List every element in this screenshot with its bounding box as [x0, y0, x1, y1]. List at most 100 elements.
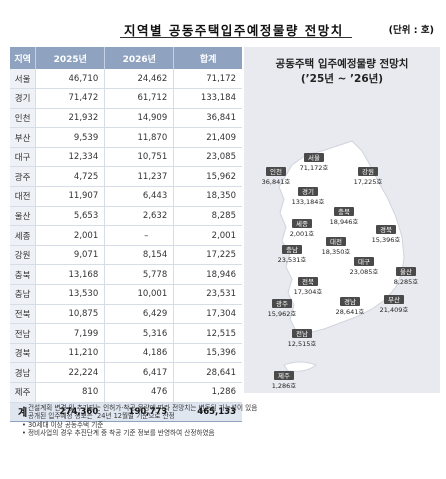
table-row: 인천 21,932 14,909 36,841 [10, 108, 242, 129]
table-row: 제주 810 476 1,286 [10, 382, 242, 403]
region-name: 강원 [362, 167, 374, 176]
table-row: 세종 2,001–2,001 [10, 225, 242, 246]
region: 경남 [10, 362, 37, 383]
region-name: 대전 [330, 237, 342, 246]
total-sum: 465,133 [173, 402, 242, 423]
region-name: 충북 [338, 207, 350, 216]
unit-label: (단위 : 호) [388, 25, 434, 36]
table-header-row: 지역 2025년 2026년 합계 [10, 47, 242, 69]
region: 경북 [10, 343, 37, 364]
region-name: 서울 [308, 153, 320, 162]
map-label-seoul: 서울 71,172호 [300, 153, 329, 172]
region-value: 15,396호 [372, 236, 401, 244]
map-label-incheon: 인천 36,841호 [262, 167, 290, 186]
map-label-gyeongbuk: 경북 15,396호 [372, 225, 401, 244]
cell-total: 21,409 [173, 127, 242, 148]
map-label-jeonnam: 전남 12,515호 [288, 329, 316, 348]
cell-2025: 10,875 [35, 304, 106, 325]
region-name: 경남 [344, 297, 356, 306]
region-name: 세종 [296, 219, 308, 228]
region-name: 인천 [270, 167, 282, 176]
map-label-gangwon: 강원 17,225호 [354, 167, 383, 186]
page-title: 지역별 공동주택입주예정물량 전망치 [124, 23, 344, 38]
cell-total: 17,225 [173, 245, 242, 266]
cell-total: 23,531 [173, 284, 242, 305]
cell-total: 133,184 [173, 88, 242, 109]
region-value: 2,001호 [290, 230, 315, 238]
region-name: 전북 [302, 277, 314, 286]
table-row: 전남 7,199 5,316 12,515 [10, 323, 242, 344]
region-name: 울산 [400, 267, 412, 276]
region-value: 17,225호 [354, 178, 383, 186]
cell-total: 1,286 [173, 382, 242, 403]
map-title-line2: (’25년 ~ ’26년) [300, 73, 384, 85]
region: 충남 [10, 284, 37, 305]
table-row: 부산 9,539 11,870 21,409 [10, 127, 242, 148]
cell-2025: 13,168 [35, 264, 106, 286]
table-row: 대구 12,334 10,751 23,085 [10, 147, 242, 168]
region-name: 충남 [286, 245, 298, 254]
region: 세종 [10, 225, 37, 246]
region-name: 경기 [302, 187, 314, 196]
data-table: 지역 2025년 2026년 합계 서울 46,710 24,462 71,172 경기… [10, 47, 242, 423]
header-2025: 2025년 [35, 47, 106, 69]
cell-2026: 8,154 [104, 245, 175, 266]
region-value: 28,641호 [336, 308, 365, 316]
header-region: 지역 [10, 47, 37, 69]
cell-2025: 46,710 [35, 69, 106, 90]
cell-2025: 71,472 [35, 88, 106, 109]
cell-2025: 11,907 [35, 186, 106, 207]
table-row: 충남 13,530 10,001 23,531 [10, 284, 242, 305]
cell-2026: 476 [104, 382, 175, 403]
header-2026: 2026년 [104, 47, 175, 69]
region: 대전 [10, 186, 37, 207]
cell-2026: 5,316 [104, 323, 175, 344]
cell-2025: 12,334 [35, 147, 106, 168]
cell-total: 28,641 [173, 362, 242, 383]
region: 전북 [10, 304, 37, 325]
header-total: 합계 [173, 47, 242, 69]
note-item: • 정비사업의 경우 추진단계 중 착공 기준 정보를 반영하여 산정하였음 [22, 429, 215, 438]
notes: • 건설계획 변경 및 추가되는 인허가·착공 물량에 따라 전망치는 변동될 … [22, 404, 442, 438]
region-value: 17,304호 [294, 288, 323, 296]
region-badge [274, 371, 294, 380]
region-badge [292, 219, 312, 228]
region: 강원 [10, 245, 37, 266]
region-value: 23,085호 [350, 268, 379, 276]
region: 인천 [10, 108, 37, 129]
region-name: 제주 [278, 372, 290, 380]
region-name: 부산 [388, 295, 400, 304]
table-row: 경북 11,210 4,186 15,396 [10, 343, 242, 364]
region-value: 1,286호 [272, 382, 297, 390]
table-row: 광주 4,725 11,237 15,962 [10, 166, 242, 188]
table-row: 대전 11,907 6,443 18,350 [10, 186, 242, 207]
cell-2026: 61,712 [104, 88, 175, 109]
cell-2026: 11,870 [104, 127, 175, 148]
region-value: 18,946호 [330, 218, 359, 226]
cell-2026: 24,462 [104, 69, 175, 90]
region-value: 8,285호 [394, 278, 419, 286]
region-badge [282, 245, 302, 254]
table-row: 경기 71,472 61,712 133,184 [10, 88, 242, 109]
cell-2025: 9,539 [35, 127, 106, 148]
region-badge [354, 257, 374, 266]
note-item: • 30세대 이상 공동주택 기준 [22, 420, 104, 429]
map-label-jeonbuk: 전북 17,304호 [294, 277, 323, 296]
cell-2026: 11,237 [104, 166, 175, 188]
region: 울산 [10, 206, 37, 227]
table-body: 서울 46,710 24,462 71,172 경기 71,472 61,712 133,18… [10, 69, 242, 423]
region-name: 전남 [296, 329, 308, 338]
region-badge [292, 329, 312, 338]
cell-2025: 2,001 [35, 225, 106, 246]
table-row: 경남 22,224 6,417 28,641 [10, 362, 242, 383]
cell-2025: 7,199 [35, 323, 106, 344]
region-badge [340, 297, 360, 306]
region-value: 15,962호 [268, 310, 297, 318]
cell-2026: – [104, 225, 175, 246]
region-value: 71,172호 [300, 164, 329, 172]
table-row: 울산 5,653 2,632 8,285 [10, 206, 242, 227]
cell-total: 8,285 [173, 206, 242, 227]
map-label-daejeon: 대전 18,350호 [322, 237, 350, 256]
note-item: • 건설계획 변경 및 추가되는 인허가·착공 물량에 따라 전망치는 변동될 … [22, 404, 258, 412]
